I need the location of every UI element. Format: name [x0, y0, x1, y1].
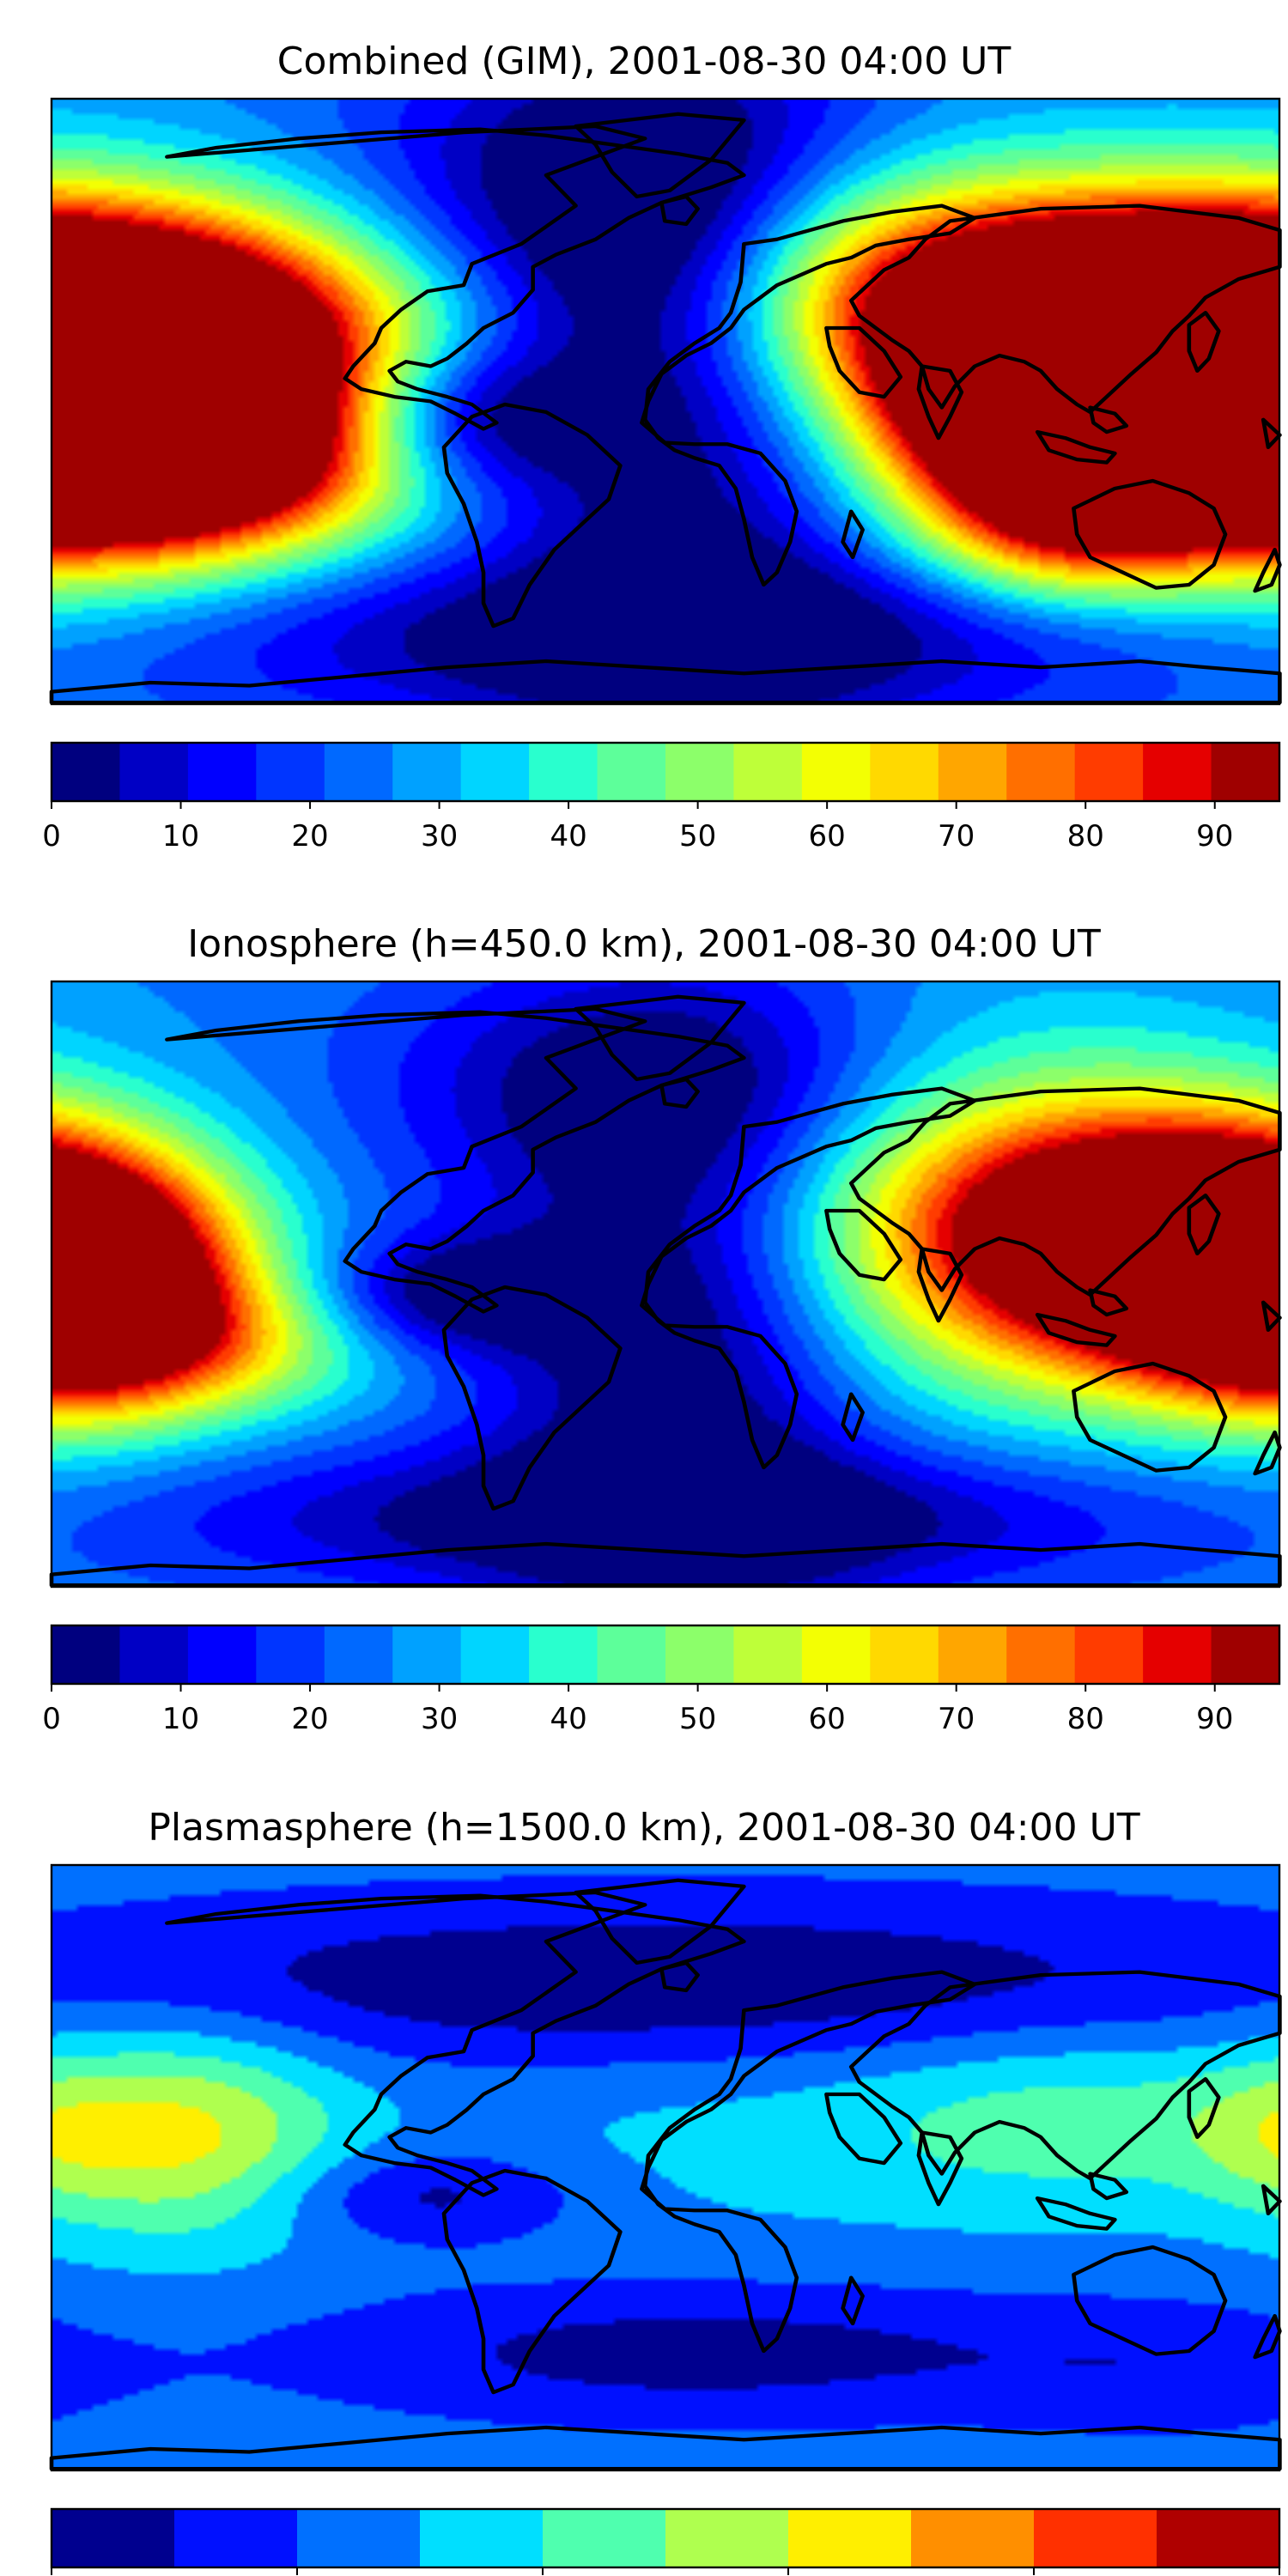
- colorbar-tick-label: 50: [679, 1702, 716, 1736]
- colorbar-tick-label: 50: [679, 819, 716, 854]
- colorbar-tick-label: 20: [291, 819, 328, 854]
- colorbar-tick-label: 40: [550, 1702, 586, 1736]
- colorbar-segment: [1074, 743, 1144, 801]
- colorbar-tick-label: 60: [809, 1702, 846, 1736]
- colorbar-segment: [529, 1625, 598, 1684]
- colorbar: 0 10 20 30 40 50 60 70 80 90: [42, 1624, 1281, 1736]
- panel-combined-gim: Combined (GIM), 2001-08-30 04:00 UT 0 10 2…: [42, 39, 1279, 854]
- map-frame: [50, 97, 1281, 706]
- colorbar-segment: [1143, 743, 1212, 801]
- map-area: [50, 1863, 1281, 2472]
- panel-plasmasphere: Plasmasphere (h=1500.0 km), 2001-08-30 0…: [42, 1806, 1288, 2575]
- colorbar-segment: [543, 2509, 666, 2567]
- colorbar-segment: [52, 1625, 121, 1684]
- colorbar-tick-label: 30: [421, 1702, 458, 1736]
- colorbar-segment: [938, 1625, 1007, 1684]
- colorbar-segment: [1211, 743, 1280, 801]
- colorbar-segment: [1211, 1625, 1280, 1684]
- colorbar: 0510152025: [50, 2507, 1281, 2575]
- colorbar-tick-label: 90: [1196, 819, 1233, 854]
- colorbar-segment: [420, 2509, 544, 2567]
- colorbar-segment: [1034, 2509, 1157, 2567]
- colorbar-segment: [392, 1625, 462, 1684]
- colorbar-segment: [911, 2509, 1035, 2567]
- colorbar: 0 10 20 30 40 50 60 70 80 90: [42, 741, 1281, 854]
- colorbar-segment: [665, 1625, 735, 1684]
- colorbar-segment: [1157, 2509, 1280, 2567]
- map-area: [50, 97, 1281, 706]
- colorbar-segment: [870, 1625, 939, 1684]
- colorbar-segment: [324, 1625, 393, 1684]
- colorbar-segment: [529, 743, 598, 801]
- colorbar-segment: [174, 2509, 298, 2567]
- colorbar-segment: [1006, 743, 1076, 801]
- colorbar-segment: [460, 1625, 530, 1684]
- colorbar-segment: [119, 743, 189, 801]
- colorbar-tick-label: 40: [550, 819, 586, 854]
- colorbar-tick-label: 10: [162, 819, 199, 854]
- colorbar-segment: [187, 743, 257, 801]
- colorbar-tick-label: 0: [42, 1702, 61, 1736]
- colorbar-tick-label: 60: [809, 819, 846, 854]
- colorbar-segment: [597, 1625, 666, 1684]
- colorbar-segment: [297, 2509, 421, 2567]
- colorbar-segment: [938, 743, 1007, 801]
- colorbar-segment: [1143, 1625, 1212, 1684]
- colorbar-segment: [733, 1625, 803, 1684]
- colorbar-tick-label: 80: [1067, 819, 1104, 854]
- map-area: [50, 980, 1281, 1589]
- colorbar-segment: [870, 743, 939, 801]
- map-frame: [50, 1863, 1281, 2472]
- colorbar-segment: [665, 2509, 789, 2567]
- colorbar-frame: [50, 741, 1281, 803]
- colorbar-tick-label: 80: [1067, 1702, 1104, 1736]
- colorbar-tick-label: 90: [1196, 1702, 1233, 1736]
- colorbar-segment: [801, 1625, 871, 1684]
- colorbar-segment: [597, 743, 666, 801]
- colorbar-segment: [801, 743, 871, 801]
- colorbar-segment: [52, 743, 121, 801]
- colorbar-tick-label: 70: [938, 1702, 975, 1736]
- colorbar-tick-label: 0: [42, 819, 61, 854]
- colorbar-segment: [1006, 1625, 1076, 1684]
- map-frame: [50, 980, 1281, 1589]
- colorbar-frame: [50, 1624, 1281, 1686]
- chart-title: Combined (GIM), 2001-08-30 04:00 UT: [277, 39, 1012, 83]
- colorbar-tick-label: 10: [162, 1702, 199, 1736]
- colorbar-segment: [119, 1625, 189, 1684]
- colorbar-segment: [1074, 1625, 1144, 1684]
- colorbar-segment: [324, 743, 393, 801]
- colorbar-segment: [788, 2509, 912, 2567]
- colorbar-segment: [256, 1625, 325, 1684]
- chart-title: Ionosphere (h=450.0 km), 2001-08-30 04:0…: [187, 922, 1101, 966]
- colorbar-segment: [392, 743, 462, 801]
- panel-ionosphere: Ionosphere (h=450.0 km), 2001-08-30 04:0…: [42, 922, 1279, 1736]
- colorbar-tick-label: 20: [291, 1702, 328, 1736]
- colorbar-segment: [665, 743, 735, 801]
- colorbar-tick-label: 70: [938, 819, 975, 854]
- colorbar-segment: [733, 743, 803, 801]
- colorbar-tick-label: 30: [421, 819, 458, 854]
- colorbar-frame: [50, 2507, 1281, 2569]
- colorbar-segment: [256, 743, 325, 801]
- colorbar-segment: [52, 2509, 175, 2567]
- colorbar-segment: [187, 1625, 257, 1684]
- chart-title: Plasmasphere (h=1500.0 km), 2001-08-30 0…: [148, 1806, 1139, 1850]
- colorbar-segment: [460, 743, 530, 801]
